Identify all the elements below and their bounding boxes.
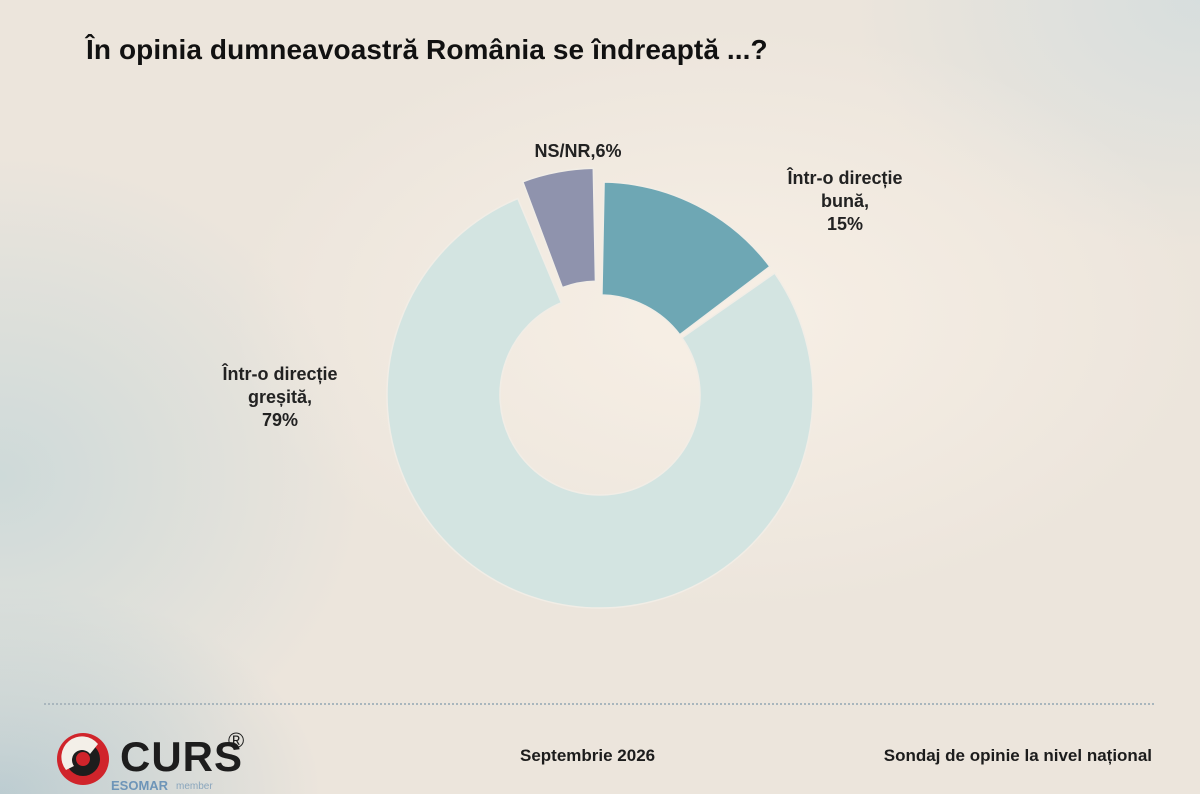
- slice-label-line: NS/NR,6%: [534, 141, 621, 161]
- donut-slice-1: [601, 181, 771, 336]
- donut-chart: NS/NR,6%Într-o direcție bună, 15%Într-o di…: [221, 141, 903, 609]
- slice-label-line: Într-o direcție: [786, 167, 902, 188]
- slice-label-line: greșită,: [248, 387, 312, 407]
- slice-label-0: NS/NR,6%: [534, 141, 621, 161]
- member-label: member: [176, 781, 213, 792]
- esomar-label: ESOMAR: [111, 778, 169, 793]
- survey-date: Septembrie 2026: [520, 746, 656, 765]
- curs-logo: CURS ® ESOMAR member: [54, 728, 264, 794]
- registered-mark: ®: [228, 728, 245, 753]
- slice-label-line: Într-o direcție: [221, 363, 337, 384]
- slice-label-1: Într-o direcție bună, 15%: [786, 167, 902, 234]
- slice-label-2: Într-o direcție greșită, 79%: [221, 363, 337, 430]
- slice-label-line: 79%: [262, 410, 298, 430]
- page-title: În opinia dumneavoastră România se îndre…: [86, 34, 768, 65]
- donut-slice-0: [521, 167, 597, 289]
- donut-slice-2: [386, 197, 814, 609]
- slice-label-line: 15%: [827, 214, 863, 234]
- survey-description: Sondaj de opinie la nivel național: [883, 746, 1152, 765]
- logo-text: CURS: [120, 733, 244, 780]
- slice-label-line: bună,: [821, 191, 869, 211]
- footer-divider: [44, 703, 1154, 705]
- curs-logo-icon: [57, 733, 109, 785]
